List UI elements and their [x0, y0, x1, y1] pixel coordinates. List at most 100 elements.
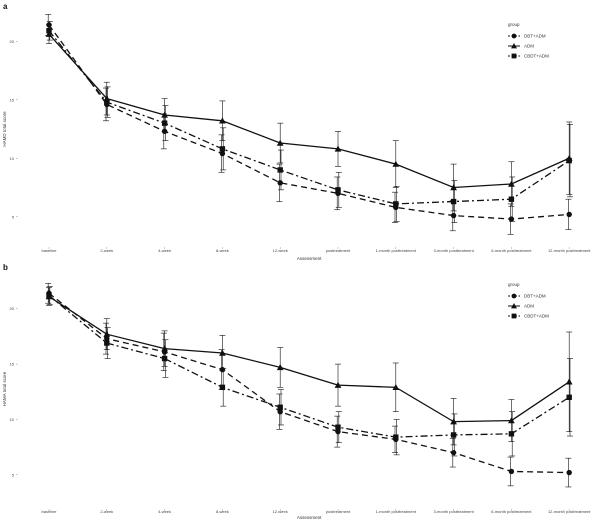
data-point: [219, 349, 226, 356]
legend-entry-label: DBT+ADM: [524, 294, 546, 299]
legend-entry-label: DBT+ADM: [524, 34, 546, 39]
data-point: [45, 30, 53, 37]
data-point: [219, 150, 226, 157]
data-point: [393, 201, 399, 207]
data-point: [335, 428, 341, 435]
x-tick-label: 12-month posttreatment: [548, 509, 591, 514]
data-point: [219, 117, 226, 124]
legend: group DBT+ADM ADM CBDT+ADM: [508, 22, 549, 59]
x-tick-label: baseline: [42, 248, 58, 253]
data-point: [46, 292, 52, 299]
series-line: [48, 296, 570, 423]
data-point: [161, 120, 168, 126]
legend-marker: [511, 313, 517, 319]
data-point: [450, 184, 457, 191]
x-tick-label: 6-month posttreatment: [491, 509, 532, 514]
x-tick-label: posttreatment: [326, 509, 351, 514]
series-line: [48, 30, 570, 205]
series-adm: [45, 24, 573, 212]
data-point: [277, 404, 283, 410]
x-tick-label: baseline: [42, 509, 58, 514]
data-point: [450, 198, 457, 205]
legend-marker: [511, 303, 517, 309]
series-line: [48, 294, 570, 438]
data-point: [566, 157, 572, 164]
data-point: [219, 146, 226, 152]
x-tick-label: 12-month posttreatment: [548, 248, 591, 253]
legend-entry-label: CBDT+ADM: [524, 314, 549, 319]
data-point: [450, 418, 457, 425]
data-point: [508, 216, 515, 222]
series-line: [48, 24, 570, 220]
data-point: [161, 111, 168, 118]
legend-title: group: [508, 282, 520, 287]
legend-entry-label: ADM: [524, 44, 534, 49]
series-line: [48, 33, 570, 189]
data-point: [277, 408, 283, 415]
y-axis-title: HAMD total score: [2, 111, 7, 147]
data-point: [335, 187, 341, 193]
legend-entry-label: ADM: [524, 304, 534, 309]
y-tick-label: 15: [10, 362, 15, 367]
series-dbt-adm: [45, 14, 572, 235]
y-tick-label: 5: [12, 472, 15, 477]
y-tick-label: 20: [10, 39, 15, 44]
data-point: [450, 432, 457, 438]
data-point: [335, 424, 341, 430]
data-point: [46, 28, 52, 34]
x-tick-label: 4-week: [158, 509, 171, 514]
data-point: [161, 345, 168, 352]
data-point: [508, 417, 515, 424]
data-point: [508, 196, 515, 202]
y-tick-label: 20: [10, 306, 15, 311]
data-point: [334, 381, 342, 388]
data-point: [565, 378, 573, 385]
y-tick-label: 10: [10, 156, 15, 161]
x-tick-label: 8-week: [216, 509, 229, 514]
data-point: [103, 330, 111, 337]
x-tick-label: 1-month posttreatment: [376, 248, 417, 253]
series-cbdt-adm: [46, 286, 573, 457]
data-point: [566, 469, 572, 476]
x-tick-label: 2-week: [100, 248, 113, 253]
x-tick-label: 1-month posttreatment: [376, 509, 417, 514]
data-point: [566, 211, 572, 218]
x-axis-title: Assessment: [297, 256, 322, 261]
legend-title: group: [508, 22, 520, 27]
data-point: [277, 180, 283, 186]
legend: group DBT+ADM ADM CBDT+ADM: [508, 282, 549, 319]
legend-entry-label: CBDT+ADM: [524, 54, 549, 59]
x-tick-label: 3-month posttreatment: [433, 509, 474, 514]
y-tick-label: 5: [12, 214, 15, 219]
legend-marker: [511, 53, 517, 59]
x-tick-label: 12-week: [273, 509, 288, 514]
data-point: [334, 145, 342, 152]
y-tick-label: 10: [10, 417, 15, 422]
data-point: [450, 212, 457, 219]
panel-label-a: a: [3, 2, 8, 11]
x-tick-label: 12-week: [273, 248, 288, 253]
data-point: [392, 383, 400, 391]
data-point: [219, 384, 226, 391]
y-tick-label: 15: [10, 97, 15, 102]
panel-label-b: b: [3, 263, 8, 272]
data-point: [104, 340, 110, 346]
y-axis-title: HAMA total score: [2, 371, 7, 406]
data-point: [104, 99, 110, 105]
series-line: [48, 292, 570, 474]
x-tick-label: 8-week: [216, 248, 229, 253]
legend-marker: [511, 293, 517, 299]
data-point: [508, 431, 515, 437]
data-point: [276, 139, 284, 146]
x-tick-label: posttreatment: [326, 248, 351, 253]
data-point: [393, 434, 399, 440]
chart-panel-a: a 5 10 15 20 HAMD total score baseline 2-week 4-…: [2, 2, 591, 261]
series-dbt-adm: [45, 282, 572, 488]
data-point: [276, 364, 284, 371]
data-point: [392, 160, 400, 167]
x-tick-label: 3-month posttreatment: [433, 248, 474, 253]
data-point: [161, 355, 168, 362]
data-point: [450, 449, 457, 456]
x-tick-label: 6-month posttreatment: [491, 248, 532, 253]
